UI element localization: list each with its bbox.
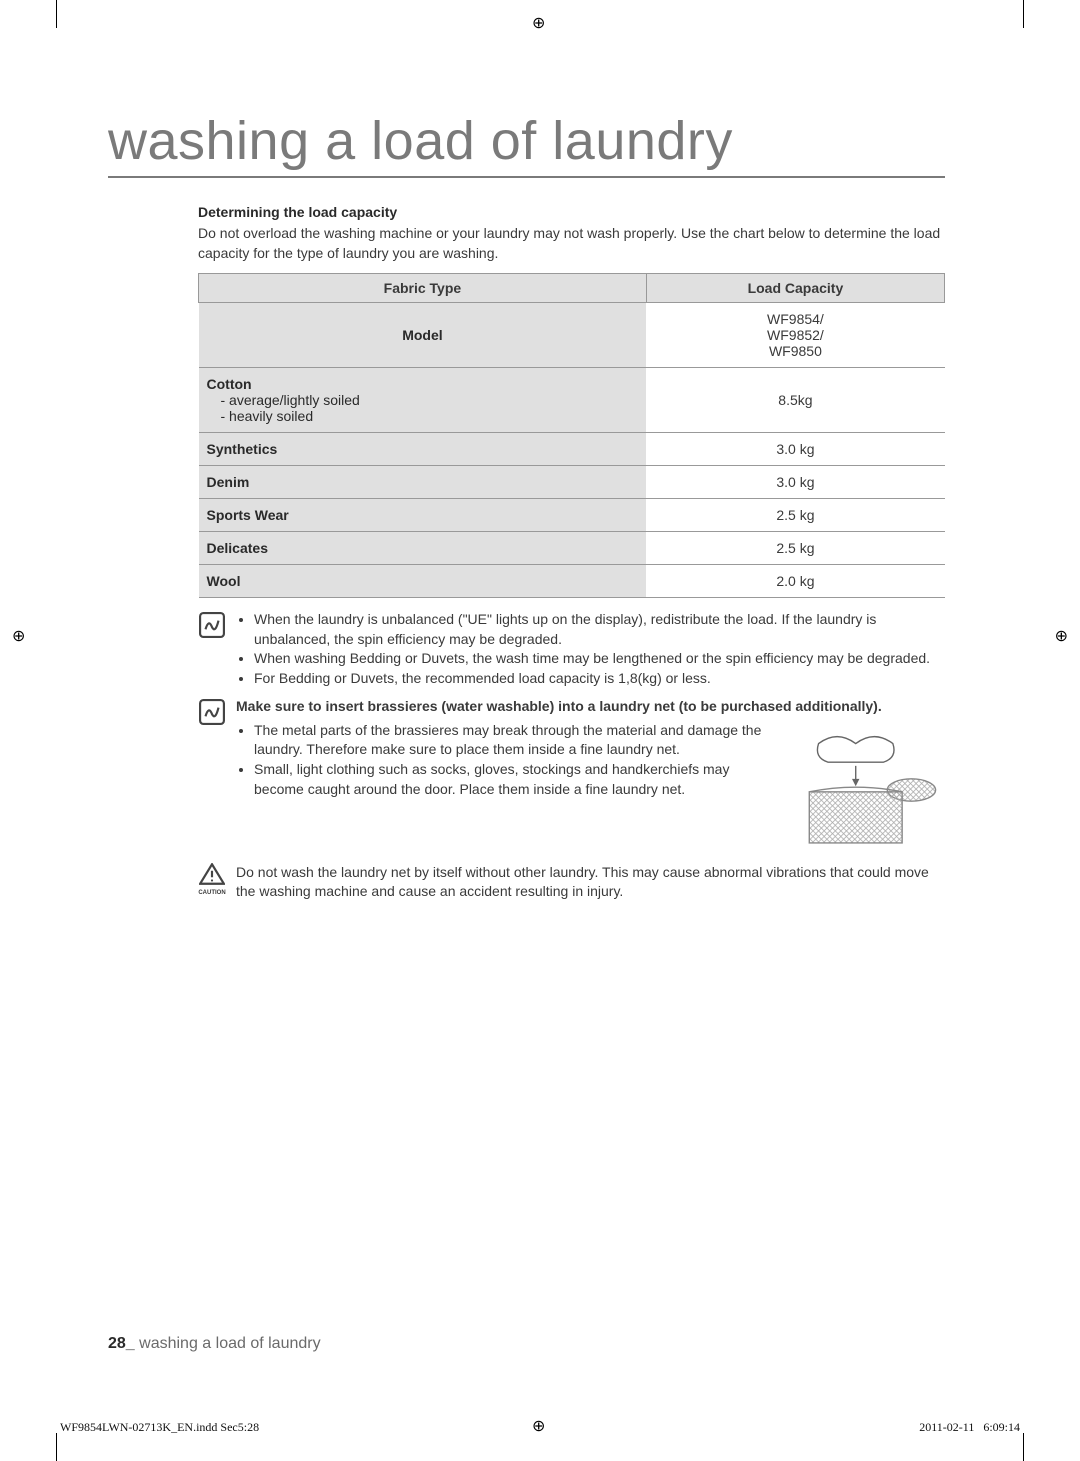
indd-datetime: 2011-02-11 6:09:14 (919, 1420, 1020, 1435)
note-text: When the laundry is unbalanced ("UE" lig… (236, 610, 945, 688)
table-cell-fabric: Cotton - average/lightly soiled - heavil… (199, 368, 647, 433)
table-header-capacity: Load Capacity (646, 274, 944, 303)
note-icon (198, 610, 226, 688)
table-cell-value: 2.0 kg (646, 565, 944, 598)
capacity-table: Fabric Type Load Capacity Model WF9854/ … (198, 273, 945, 598)
heading-determining: Determining the load capacity (198, 204, 945, 220)
model-line: WF9852/ (767, 327, 824, 343)
brassiere-bullet: The metal parts of the brassieres may br… (254, 721, 775, 760)
caution-label: CAUTION (198, 890, 226, 896)
crop-mark (1023, 1433, 1024, 1461)
indd-metadata: WF9854LWN-02713K_EN.indd Sec5:28 2011-02… (60, 1420, 1020, 1435)
brassiere-text: The metal parts of the brassieres may br… (236, 721, 775, 855)
brassiere-block: Make sure to insert brassieres (water wa… (198, 697, 945, 855)
caution-icon: CAUTION (198, 863, 226, 902)
table-cell-model-value: WF9854/ WF9852/ WF9850 (646, 303, 944, 368)
table-cell-value: 3.0 kg (646, 466, 944, 499)
note-bullet: When washing Bedding or Duvets, the wash… (254, 649, 945, 669)
note-block: When the laundry is unbalanced ("UE" lig… (198, 610, 945, 688)
note-bullet: For Bedding or Duvets, the recommended l… (254, 669, 945, 689)
indd-date: 2011-02-11 (919, 1420, 974, 1434)
brassiere-bullet: Small, light clothing such as socks, glo… (254, 760, 775, 799)
table-cell-value: 2.5 kg (646, 499, 944, 532)
crop-mark (56, 1433, 57, 1461)
crop-mark (56, 0, 57, 28)
section-determining: Determining the load capacity Do not ove… (198, 204, 945, 902)
registration-mark-icon: ⊕ (532, 13, 545, 33)
fabric-sub: - average/lightly soiled (207, 392, 639, 408)
model-line: WF9850 (769, 343, 822, 359)
registration-mark-icon: ⊕ (1055, 626, 1068, 646)
table-cell-value: 2.5 kg (646, 532, 944, 565)
table-cell-value: 3.0 kg (646, 433, 944, 466)
laundry-net-illustration (785, 721, 945, 855)
table-cell-value: 8.5kg (646, 368, 944, 433)
fabric-sub: - heavily soiled (207, 408, 639, 424)
table-cell-fabric: Wool (199, 565, 647, 598)
note-bullet: When the laundry is unbalanced ("UE" lig… (254, 610, 945, 649)
page-content: washing a load of laundry Determining th… (108, 110, 945, 1391)
text-determining: Do not overload the washing machine or y… (198, 224, 945, 263)
fabric-name: Cotton (207, 376, 252, 392)
table-cell-fabric: Denim (199, 466, 647, 499)
page-number: 28_ (108, 1335, 135, 1352)
table-cell-fabric: Synthetics (199, 433, 647, 466)
brassiere-heading: Make sure to insert brassieres (water wa… (236, 697, 945, 715)
table-cell-fabric: Sports Wear (199, 499, 647, 532)
registration-mark-icon: ⊕ (12, 626, 25, 646)
crop-mark (1023, 0, 1024, 28)
indd-time: 6:09:14 (983, 1420, 1020, 1434)
note-icon (198, 697, 226, 855)
table-cell-fabric: Delicates (199, 532, 647, 565)
caution-text: Do not wash the laundry net by itself wi… (236, 863, 945, 902)
indd-file: WF9854LWN-02713K_EN.indd Sec5:28 (60, 1420, 259, 1435)
table-header-fabric: Fabric Type (199, 274, 647, 303)
page-footer: 28_ washing a load of laundry (108, 1335, 321, 1353)
brassiere-body: Make sure to insert brassieres (water wa… (236, 697, 945, 855)
footer-section: washing a load of laundry (135, 1335, 321, 1352)
caution-block: CAUTION Do not wash the laundry net by i… (198, 863, 945, 902)
table-cell-model-label: Model (199, 303, 647, 368)
page-title: washing a load of laundry (108, 110, 945, 178)
model-line: WF9854/ (767, 311, 824, 327)
